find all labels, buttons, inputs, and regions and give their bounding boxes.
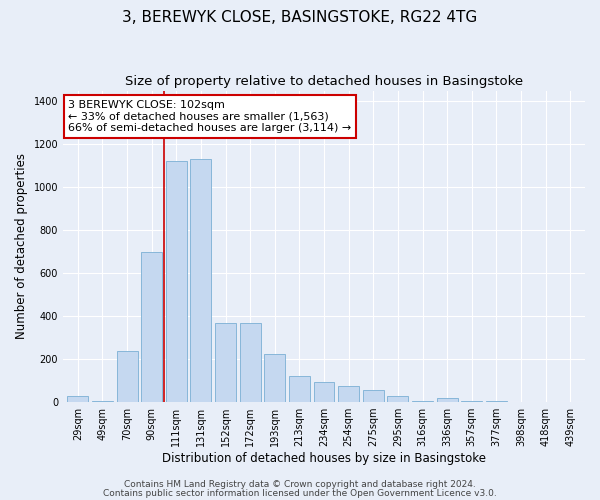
Text: 3, BEREWYK CLOSE, BASINGSTOKE, RG22 4TG: 3, BEREWYK CLOSE, BASINGSTOKE, RG22 4TG	[122, 10, 478, 25]
Text: 3 BEREWYK CLOSE: 102sqm
← 33% of detached houses are smaller (1,563)
66% of semi: 3 BEREWYK CLOSE: 102sqm ← 33% of detache…	[68, 100, 352, 133]
Bar	[363, 390, 384, 402]
Bar	[412, 401, 433, 402]
Bar	[116, 350, 137, 402]
X-axis label: Distribution of detached houses by size in Basingstoke: Distribution of detached houses by size …	[162, 452, 486, 465]
Bar	[141, 252, 162, 402]
Bar	[437, 398, 458, 402]
Text: Contains public sector information licensed under the Open Government Licence v3: Contains public sector information licen…	[103, 488, 497, 498]
Y-axis label: Number of detached properties: Number of detached properties	[15, 154, 28, 340]
Bar	[289, 376, 310, 402]
Bar	[239, 322, 260, 402]
Bar	[388, 396, 409, 402]
Bar	[265, 354, 285, 402]
Bar	[314, 382, 334, 402]
Bar	[67, 396, 88, 402]
Bar	[338, 386, 359, 402]
Title: Size of property relative to detached houses in Basingstoke: Size of property relative to detached ho…	[125, 75, 523, 88]
Bar	[215, 322, 236, 402]
Text: Contains HM Land Registry data © Crown copyright and database right 2024.: Contains HM Land Registry data © Crown c…	[124, 480, 476, 489]
Bar	[190, 160, 211, 402]
Bar	[166, 162, 187, 402]
Bar	[92, 401, 113, 402]
